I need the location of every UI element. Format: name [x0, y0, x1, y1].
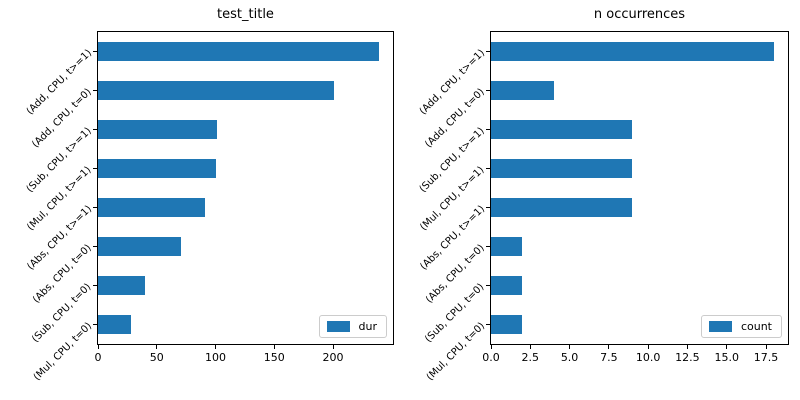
legend-swatch-icon — [326, 321, 350, 332]
right-chart-legend: count — [700, 315, 782, 338]
x-tick-mark — [726, 345, 728, 349]
x-tick-label: 100 — [205, 351, 227, 364]
x-tick-mark — [332, 345, 334, 349]
y-tick-mark — [93, 51, 97, 52]
x-tick-label: 15.0 — [714, 351, 739, 364]
y-tick-label: (Add, CPU, t>=1) — [24, 47, 94, 118]
x-tick-label: 12.5 — [675, 351, 700, 364]
y-tick-mark — [486, 246, 490, 247]
bar — [491, 314, 523, 335]
x-tick-label: 50 — [149, 351, 164, 364]
y-tick-mark — [93, 90, 97, 91]
y-tick-mark — [93, 285, 97, 286]
bar — [98, 158, 216, 179]
x-tick-label: 5.0 — [560, 351, 579, 364]
x-tick-mark — [529, 345, 531, 349]
legend-label: count — [740, 320, 772, 333]
y-tick-mark — [93, 207, 97, 208]
bar — [491, 119, 633, 140]
y-tick-mark — [486, 129, 490, 130]
y-tick-mark — [486, 51, 490, 52]
x-tick-label: 200 — [322, 351, 344, 364]
bar — [491, 197, 633, 218]
bar — [491, 158, 633, 179]
x-tick-mark — [765, 345, 767, 349]
bar — [491, 80, 554, 101]
bar — [491, 236, 523, 257]
x-tick-label: 10.0 — [635, 351, 661, 364]
legend-label: dur — [358, 320, 377, 333]
bar — [98, 314, 131, 335]
bar — [491, 275, 523, 296]
y-tick-mark — [486, 168, 490, 169]
left-chart-legend: dur — [318, 315, 387, 338]
bar — [98, 119, 217, 140]
x-tick-label: 2.5 — [521, 351, 540, 364]
y-tick-mark — [93, 168, 97, 169]
x-tick-label: 7.5 — [600, 351, 618, 364]
x-tick-mark — [215, 345, 217, 349]
bar — [98, 80, 335, 101]
x-tick-label: 150 — [263, 351, 285, 364]
x-tick-mark — [647, 345, 649, 349]
x-tick-mark — [686, 345, 688, 349]
x-tick-mark — [608, 345, 610, 349]
left-chart-plot-area: dur (Add, CPU, t>=1) (Add, CPU, t=0) (Sub,… — [24, 31, 394, 383]
y-tick-mark — [486, 90, 490, 91]
y-tick-mark — [486, 207, 490, 208]
x-tick-label: 17.5 — [753, 351, 779, 364]
right-chart-plot-area: count (Add, CPU, t>=1) (Add, CPU, t=0) (Su… — [417, 31, 789, 383]
bar — [98, 275, 145, 296]
y-tick-mark — [486, 285, 490, 286]
x-tick-mark — [490, 345, 492, 349]
y-tick-mark — [486, 324, 490, 325]
x-tick-mark — [97, 345, 99, 349]
bar — [98, 236, 182, 257]
x-tick-mark — [156, 345, 158, 349]
bar — [98, 197, 205, 218]
x-tick-mark — [569, 345, 571, 349]
y-tick-mark — [93, 324, 97, 325]
bar — [98, 41, 379, 62]
bar — [491, 41, 774, 62]
x-tick-mark — [273, 345, 275, 349]
y-tick-mark — [93, 129, 97, 130]
left-chart-title: test_title — [217, 7, 274, 22]
y-tick-mark — [93, 246, 97, 247]
x-tick-label: 0 — [94, 351, 102, 364]
x-tick-label: 0.0 — [482, 351, 500, 364]
legend-swatch-icon — [708, 321, 732, 332]
right-chart-title: n occurrences — [593, 7, 686, 22]
y-tick-label: (Add, CPU, t>=1) — [417, 47, 487, 118]
